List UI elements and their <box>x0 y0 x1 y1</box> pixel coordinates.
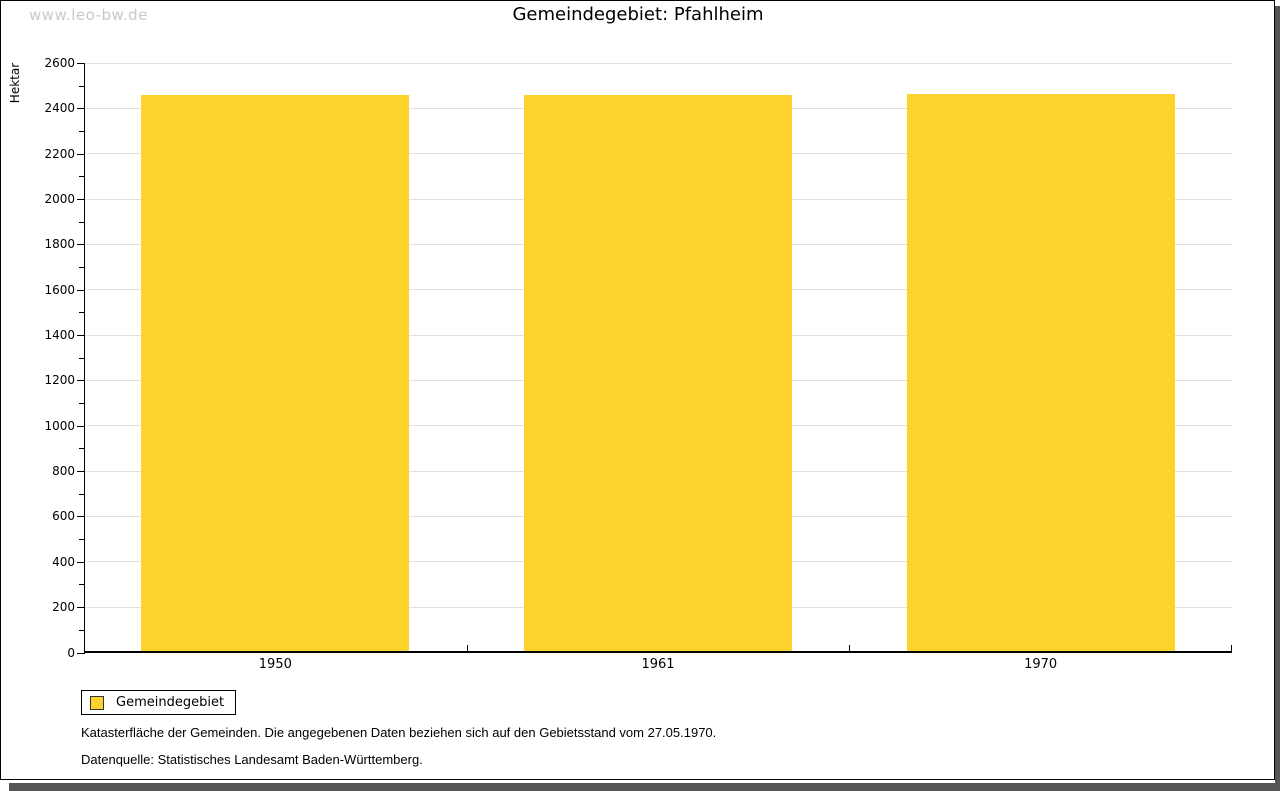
y-tick-label: 2400 <box>44 101 75 116</box>
y-major-tick <box>77 63 84 64</box>
y-major-tick <box>77 199 84 201</box>
y-major-tick <box>77 425 84 427</box>
legend-label: Gemeindegebiet <box>116 695 225 710</box>
y-major-tick <box>77 244 84 246</box>
y-major-tick <box>77 652 84 654</box>
y-major-tick <box>77 380 84 382</box>
bar <box>524 94 792 651</box>
x-tick-label: 1961 <box>641 656 675 672</box>
y-minor-tick <box>79 357 84 359</box>
footnote-line-2: Datenquelle: Statistisches Landesamt Bad… <box>81 752 423 767</box>
y-tick-label: 1400 <box>44 328 75 343</box>
y-major-tick <box>77 153 84 155</box>
y-minor-tick <box>79 448 84 450</box>
y-tick-label: 2200 <box>44 146 75 161</box>
window-shadow-right <box>1275 6 1280 791</box>
y-minor-tick <box>79 85 84 87</box>
x-group-tick <box>466 645 468 651</box>
watermark: www.leo-bw.de <box>29 6 148 24</box>
y-major-tick <box>77 335 84 337</box>
y-minor-tick <box>79 176 84 178</box>
y-axis-line <box>84 63 85 654</box>
y-tick-label: 800 <box>52 464 75 479</box>
y-major-tick <box>77 516 84 518</box>
y-minor-tick <box>79 584 84 586</box>
bar <box>906 93 1175 651</box>
y-tick-label: 2000 <box>44 192 75 207</box>
bar <box>141 94 410 651</box>
y-tick-label: 600 <box>52 509 75 524</box>
footnote-line-1: Katasterfläche der Gemeinden. Die angege… <box>81 725 717 740</box>
window-shadow-bottom <box>9 783 1280 791</box>
y-minor-tick <box>79 403 84 405</box>
y-tick-label: 1200 <box>44 373 75 388</box>
y-minor-tick <box>79 312 84 314</box>
y-minor-tick <box>79 221 84 223</box>
y-tick-label: 400 <box>52 554 75 569</box>
x-tick-label: 1970 <box>1024 656 1058 672</box>
y-minor-tick <box>79 493 84 495</box>
legend: Gemeindegebiet <box>81 690 237 715</box>
chart-title: Gemeindegebiet: Pfahlheim <box>512 4 764 25</box>
y-minor-tick <box>79 267 84 269</box>
y-tick-label: 1800 <box>44 237 75 252</box>
y-major-tick <box>77 108 84 110</box>
y-tick-label: 1600 <box>44 282 75 297</box>
y-major-tick <box>77 471 84 473</box>
x-tick-label: 1950 <box>258 656 292 672</box>
y-minor-tick <box>79 629 84 631</box>
y-tick-label: 0 <box>67 645 75 660</box>
y-major-tick <box>77 607 84 609</box>
y-minor-tick <box>79 539 84 541</box>
y-major-tick <box>77 561 84 563</box>
y-tick-label: 1000 <box>44 418 75 433</box>
x-axis-line <box>84 651 1232 653</box>
y-major-tick <box>77 289 84 291</box>
y-minor-tick <box>79 131 84 133</box>
gridline <box>84 62 1232 64</box>
legend-swatch-icon <box>90 695 104 710</box>
x-group-tick <box>849 645 851 651</box>
y-tick-label: 200 <box>52 600 75 615</box>
x-axis-end-tick <box>1231 645 1232 651</box>
y-tick-label: 2600 <box>44 56 75 70</box>
